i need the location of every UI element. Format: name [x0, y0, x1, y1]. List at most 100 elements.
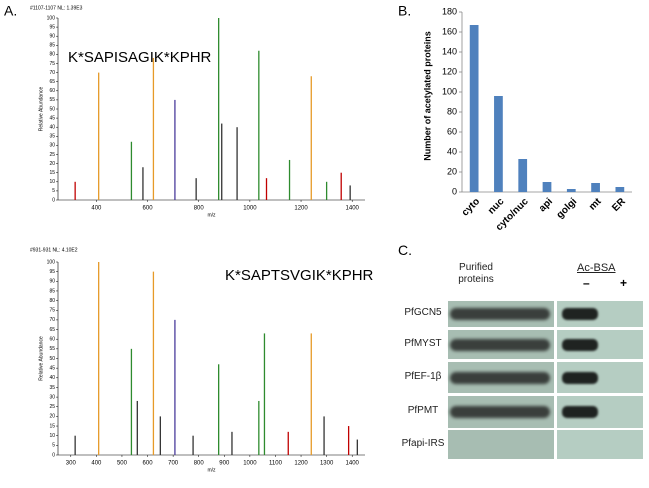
- band: [562, 406, 598, 418]
- y-tick-label: 40: [49, 125, 55, 131]
- y-tick-label: 20: [447, 166, 457, 176]
- y-tick-label: 0: [452, 186, 457, 196]
- bar: [566, 189, 576, 192]
- band: [450, 406, 550, 418]
- blot-strip: [557, 430, 643, 459]
- y-tick-label: 75: [49, 308, 55, 314]
- x-tick-label: 800: [194, 461, 205, 467]
- band: [562, 308, 598, 320]
- column-header: Purified proteins: [458, 262, 494, 285]
- y-tick-label: 80: [49, 52, 55, 58]
- panel-label: A.: [4, 3, 17, 19]
- y-tick-label: 90: [49, 279, 55, 285]
- x-tick-label: 1200: [294, 206, 308, 212]
- y-tick-label: 40: [49, 375, 55, 381]
- y-tick-label: 45: [49, 115, 55, 121]
- spectrum-header: #931-931 NL: 4.10E2: [30, 247, 78, 253]
- y-tick-label: 65: [49, 79, 55, 85]
- band: [562, 371, 598, 384]
- spectrum-header: #1107-1107 NL: 1.39E3: [30, 5, 83, 11]
- panel-label: B.: [398, 3, 411, 19]
- y-tick-label: 120: [442, 66, 457, 76]
- y-tick-label: 0: [52, 452, 55, 458]
- y-tick-label: 100: [442, 86, 457, 96]
- y-axis-label: Relative Abundance: [38, 336, 44, 381]
- y-tick-label: 140: [442, 46, 457, 56]
- x-tick-label: 800: [194, 206, 205, 212]
- x-tick-label: nuc: [486, 196, 507, 217]
- band: [450, 338, 550, 351]
- x-tick-label: 900: [219, 461, 230, 467]
- bar: [615, 187, 625, 192]
- row-label: PfGCN5: [404, 307, 442, 318]
- y-tick-label: 10: [49, 433, 55, 439]
- row-label: PfMYST: [404, 337, 442, 349]
- y-tick-label: 60: [49, 337, 55, 343]
- x-tick-label: 1200: [294, 461, 308, 467]
- row-label: PfEF-1β: [404, 370, 442, 382]
- lane-label: –: [583, 276, 590, 290]
- peptide-sequence: K*SAPISAGIK*KPHR: [68, 49, 212, 66]
- y-tick-label: 85: [49, 43, 55, 49]
- x-tick-label: 400: [91, 206, 102, 212]
- x-tick-label: mt: [587, 196, 604, 213]
- row-label: PfPMT: [407, 405, 439, 416]
- y-axis-label: Relative Abundance: [38, 87, 44, 132]
- row-label: Pfapi-IRS: [401, 437, 445, 449]
- band: [562, 338, 598, 351]
- y-tick-label: 70: [49, 317, 55, 323]
- x-tick-label: 1000: [243, 206, 257, 212]
- x-axis-label: m/z: [207, 212, 216, 218]
- y-tick-label: 100: [47, 15, 56, 21]
- group-header: Ac-BSA: [577, 262, 616, 274]
- y-tick-label: 15: [49, 423, 55, 429]
- x-tick-label: 1100: [269, 461, 283, 467]
- y-tick-label: 95: [49, 24, 55, 30]
- x-tick-label: 600: [143, 206, 154, 212]
- y-tick-label: 55: [49, 97, 55, 103]
- x-tick-label: 1300: [320, 461, 334, 467]
- x-tick-label: 600: [143, 461, 154, 467]
- y-tick-label: 30: [49, 143, 55, 149]
- band: [450, 308, 550, 320]
- bar: [494, 96, 503, 192]
- bar: [518, 159, 528, 192]
- y-tick-label: 60: [447, 126, 457, 136]
- x-tick-label: cyto: [460, 196, 482, 218]
- y-tick-label: 30: [49, 394, 55, 400]
- bar: [542, 182, 552, 192]
- y-tick-label: 45: [49, 365, 55, 371]
- x-tick-label: ER: [610, 196, 628, 214]
- x-tick-label: 700: [168, 461, 179, 467]
- lane-label: +: [620, 276, 628, 290]
- y-tick-label: 35: [49, 385, 55, 391]
- band: [450, 371, 550, 384]
- y-tick-label: 180: [442, 6, 457, 16]
- y-tick-label: 50: [49, 356, 55, 362]
- blot-strip: [448, 430, 554, 459]
- x-tick-label: golgi: [555, 196, 580, 221]
- y-axis-label: Number of acetylated proteins: [422, 31, 432, 161]
- x-tick-label: 1400: [346, 461, 360, 467]
- y-tick-label: 95: [49, 269, 55, 275]
- y-tick-label: 70: [49, 70, 55, 76]
- x-axis-label: m/z: [207, 467, 216, 473]
- y-tick-label: 35: [49, 134, 55, 140]
- y-tick-label: 5: [52, 443, 55, 449]
- y-tick-label: 85: [49, 288, 55, 294]
- peptide-sequence: K*SAPTSVGIK*KPHR: [225, 267, 374, 284]
- y-tick-label: 100: [47, 259, 56, 265]
- x-tick-label: api: [537, 196, 555, 214]
- y-tick-label: 50: [49, 106, 55, 112]
- x-tick-label: 400: [91, 461, 102, 467]
- y-tick-label: 10: [49, 179, 55, 185]
- y-tick-label: 55: [49, 346, 55, 352]
- x-tick-label: 500: [117, 461, 128, 467]
- y-tick-label: 160: [442, 26, 457, 36]
- y-tick-label: 80: [447, 106, 457, 116]
- y-tick-label: 5: [52, 188, 55, 194]
- x-tick-label: 300: [66, 461, 77, 467]
- y-tick-label: 75: [49, 61, 55, 67]
- panel-label: C.: [398, 242, 412, 258]
